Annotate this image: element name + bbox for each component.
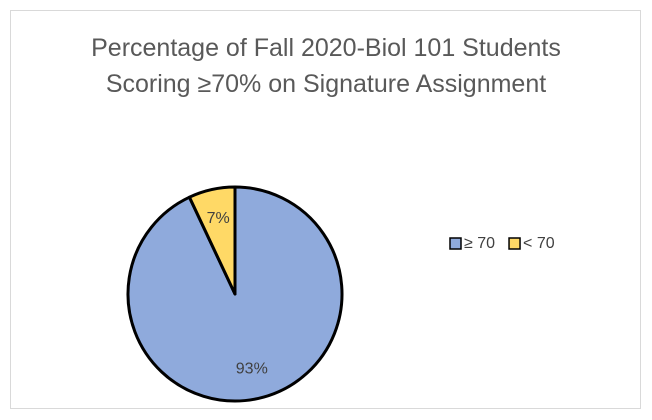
- legend-label: ≥ 70: [464, 235, 495, 252]
- pie-slice: [187, 185, 237, 296]
- legend-swatch: [508, 237, 521, 250]
- data-label: 7%: [207, 210, 230, 227]
- legend-label: < 70: [523, 235, 555, 252]
- chart-title: Percentage of Fall 2020-Biol 101 Student…: [91, 34, 561, 98]
- data-label: 93%: [236, 360, 268, 377]
- legend-swatch: [449, 237, 462, 250]
